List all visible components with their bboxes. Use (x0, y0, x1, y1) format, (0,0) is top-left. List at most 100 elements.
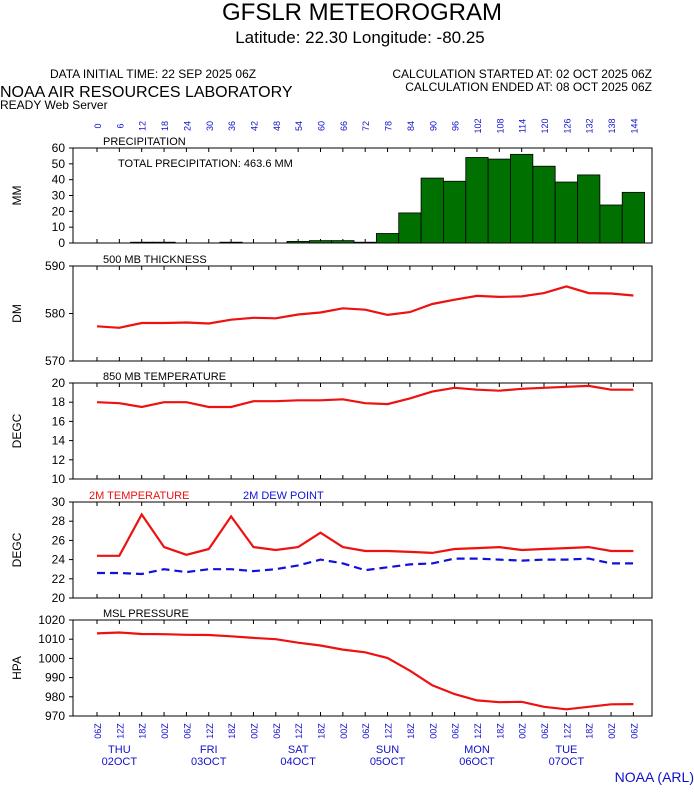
y-tick-label: 1020 (38, 613, 65, 627)
y-tick-label: 26 (52, 533, 66, 547)
time-label: 12Z (205, 723, 215, 739)
forecast-hour-label: 138 (607, 118, 617, 133)
y-tick-label: 1010 (38, 632, 65, 646)
time-label: 18Z (495, 723, 505, 739)
legend-dewpoint: 2M DEW POINT (243, 490, 324, 502)
precip-bar (152, 241, 176, 244)
precip-bar (286, 241, 310, 244)
y-tick-label: 590 (45, 259, 65, 273)
y-tick-label: 30 (52, 189, 66, 203)
precip-bar (621, 191, 645, 244)
precip-bar (510, 153, 534, 244)
series-line (96, 384, 634, 409)
precip-bar (375, 233, 400, 244)
y-tick-label: 20 (52, 376, 66, 390)
series-line (96, 631, 634, 711)
panel-title: PRECIPITATION (103, 136, 186, 148)
y-tick-label: 28 (52, 514, 66, 528)
forecast-hour-label: 12 (138, 121, 148, 131)
time-label: 00Z (339, 723, 349, 739)
forecast-hour-label: 72 (361, 121, 371, 131)
forecast-hour-label: 78 (384, 121, 394, 131)
precip-bar (532, 165, 556, 244)
day-label: MON (464, 744, 490, 756)
time-label: 12Z (294, 723, 304, 739)
calculation-started: CALCULATION STARTED AT: 02 OCT 2025 06Z (392, 67, 652, 81)
date-label: 07OCT (549, 756, 585, 768)
forecast-hour-label: 96 (451, 121, 461, 131)
precip-bar (331, 240, 355, 244)
date-label: 02OCT (102, 756, 138, 768)
series-line (96, 285, 634, 329)
forecast-hour-label: 126 (562, 118, 572, 133)
calculation-ended: CALCULATION ENDED AT: 08 OCT 2025 06Z (405, 80, 652, 94)
forecast-hour-label: 114 (518, 119, 528, 133)
time-label: 18Z (406, 723, 416, 739)
date-label: 05OCT (370, 756, 406, 768)
time-label: 00Z (249, 723, 259, 739)
time-label: 00Z (518, 723, 528, 739)
forecast-hour-label: 18 (160, 121, 170, 131)
y-tick-label: 60 (52, 141, 66, 155)
lab-name: NOAA AIR RESOURCES LABORATORY (0, 84, 293, 101)
panel-frame (72, 501, 653, 599)
time-label: 06Z (272, 723, 282, 739)
series-line (97, 512, 634, 557)
time-label: 06Z (629, 723, 639, 739)
y-tick-label: 12 (52, 453, 66, 467)
forecast-hour-label: 108 (495, 118, 505, 133)
time-label: 06Z (540, 723, 550, 739)
y-tick-label: 50 (52, 157, 66, 171)
forecast-hour-label: 36 (227, 121, 237, 131)
y-tick-label: 980 (45, 690, 65, 704)
day-label: SAT (288, 744, 309, 756)
panel-frame (72, 265, 653, 362)
server-name: READY Web Server (0, 98, 108, 112)
y-tick-label: 18 (52, 395, 66, 409)
forecast-hour-label: 120 (540, 118, 550, 133)
forecast-hour-label: 60 (317, 121, 327, 131)
panel-title: 500 MB THICKNESS (103, 254, 207, 266)
panel-frame (72, 382, 653, 480)
precip-bar (398, 212, 422, 244)
y-tick-label: 970 (45, 709, 65, 723)
precip-bar (130, 241, 154, 244)
panel-title: 850 MB TEMPERATURE (103, 371, 226, 383)
precip-bar (219, 241, 243, 244)
precip-bar (443, 180, 467, 244)
precip-bar (487, 158, 511, 244)
day-label: THU (108, 744, 131, 756)
y-tick-label: 24 (52, 553, 66, 567)
legend-temperature: 2M TEMPERATURE (89, 490, 189, 502)
forecast-hour-label: 66 (339, 121, 349, 131)
y-tick-label: 20 (52, 591, 66, 605)
y-tick-label: 14 (52, 434, 66, 448)
y-tick-label: 30 (52, 495, 66, 509)
forecast-hour-label: 102 (473, 118, 483, 133)
precip-bar (420, 177, 444, 244)
time-label: 00Z (607, 723, 617, 739)
y-tick-label: 40 (52, 173, 66, 187)
time-label: 00Z (428, 723, 438, 739)
chart-title: GFSLR METEOROGRAM (222, 0, 502, 26)
date-label: 06OCT (459, 756, 495, 768)
axis-label-y: MM (10, 186, 24, 206)
forecast-hour-label: 48 (272, 121, 282, 131)
forecast-hour-label: 54 (294, 121, 304, 131)
forecast-hour-label: 132 (585, 118, 595, 133)
time-label: 18Z (227, 723, 237, 739)
day-label: TUE (555, 744, 577, 756)
data-initial-time: DATA INITIAL TIME: 22 SEP 2025 06Z (50, 67, 256, 81)
time-label: 18Z (317, 723, 327, 739)
precip-bar (353, 241, 377, 244)
date-label: 03OCT (191, 756, 227, 768)
precip-bar (465, 157, 489, 244)
footer-credit: NOAA (ARL) (615, 769, 694, 785)
time-label: 06Z (93, 723, 103, 739)
date-label: 04OCT (280, 756, 316, 768)
axis-label-y: HPA (10, 656, 24, 680)
day-label: SUN (376, 744, 399, 756)
y-tick-label: 10 (52, 472, 66, 486)
time-label: 12Z (384, 723, 394, 739)
y-tick-label: 10 (52, 220, 66, 234)
